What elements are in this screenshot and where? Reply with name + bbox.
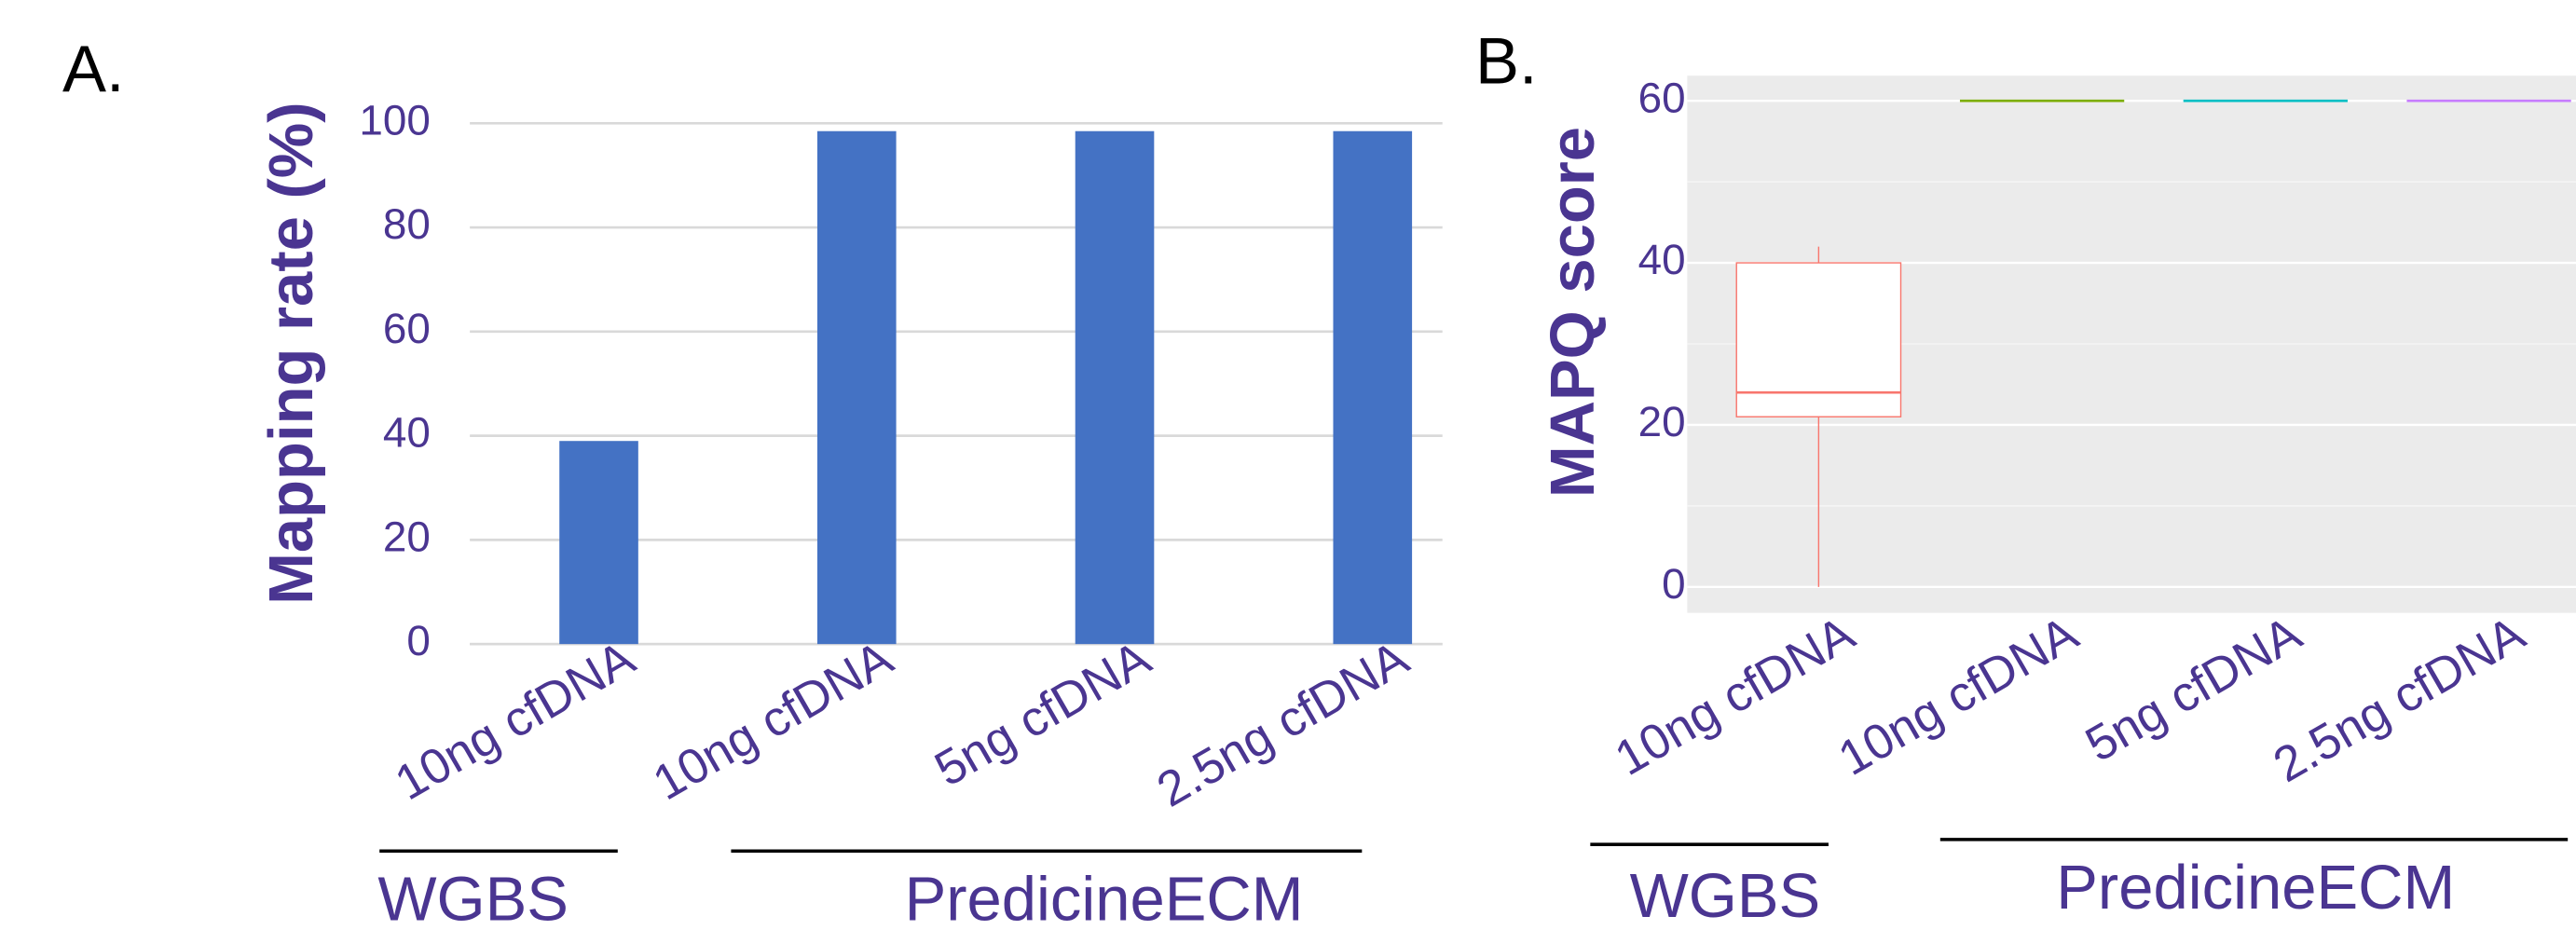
x-tick-label: 10ng cfDNA bbox=[644, 630, 902, 811]
x-tick-label: 2.5ng cfDNA bbox=[2265, 606, 2535, 793]
group-label: WGBS bbox=[1630, 861, 1821, 930]
y-tick-label: 0 bbox=[1662, 560, 1686, 608]
bar bbox=[1075, 130, 1155, 645]
x-tick-label: 2.5ng cfDNA bbox=[1148, 630, 1418, 817]
y-tick-label: 100 bbox=[359, 96, 430, 144]
group-label: PredicineECM bbox=[2056, 853, 2455, 923]
group-label: WGBS bbox=[377, 864, 569, 930]
x-tick-label: 10ng cfDNA bbox=[1606, 606, 1864, 786]
group-label: PredicineECM bbox=[905, 864, 1304, 930]
bar bbox=[1333, 130, 1413, 645]
y-tick-label: 40 bbox=[383, 409, 431, 457]
panel-label: A. bbox=[62, 32, 125, 105]
x-tick-label: 5ng cfDNA bbox=[925, 630, 1160, 797]
y-tick-label: 0 bbox=[406, 617, 431, 664]
panel-label: B. bbox=[1475, 23, 1538, 97]
y-tick-label: 60 bbox=[1638, 74, 1686, 121]
box bbox=[1735, 262, 1902, 417]
y-tick-label: 20 bbox=[1638, 398, 1686, 445]
y-axis-label: Mapping rate (%) bbox=[256, 102, 326, 604]
y-tick-label: 80 bbox=[383, 200, 431, 248]
bar bbox=[559, 441, 638, 645]
y-axis-label: MAPQ score bbox=[1538, 127, 1608, 498]
bar bbox=[816, 130, 897, 645]
y-tick-label: 20 bbox=[383, 513, 431, 560]
x-tick-label: 10ng cfDNA bbox=[1829, 606, 2088, 786]
y-tick-label: 40 bbox=[1638, 236, 1686, 283]
y-tick-label: 60 bbox=[383, 305, 431, 352]
